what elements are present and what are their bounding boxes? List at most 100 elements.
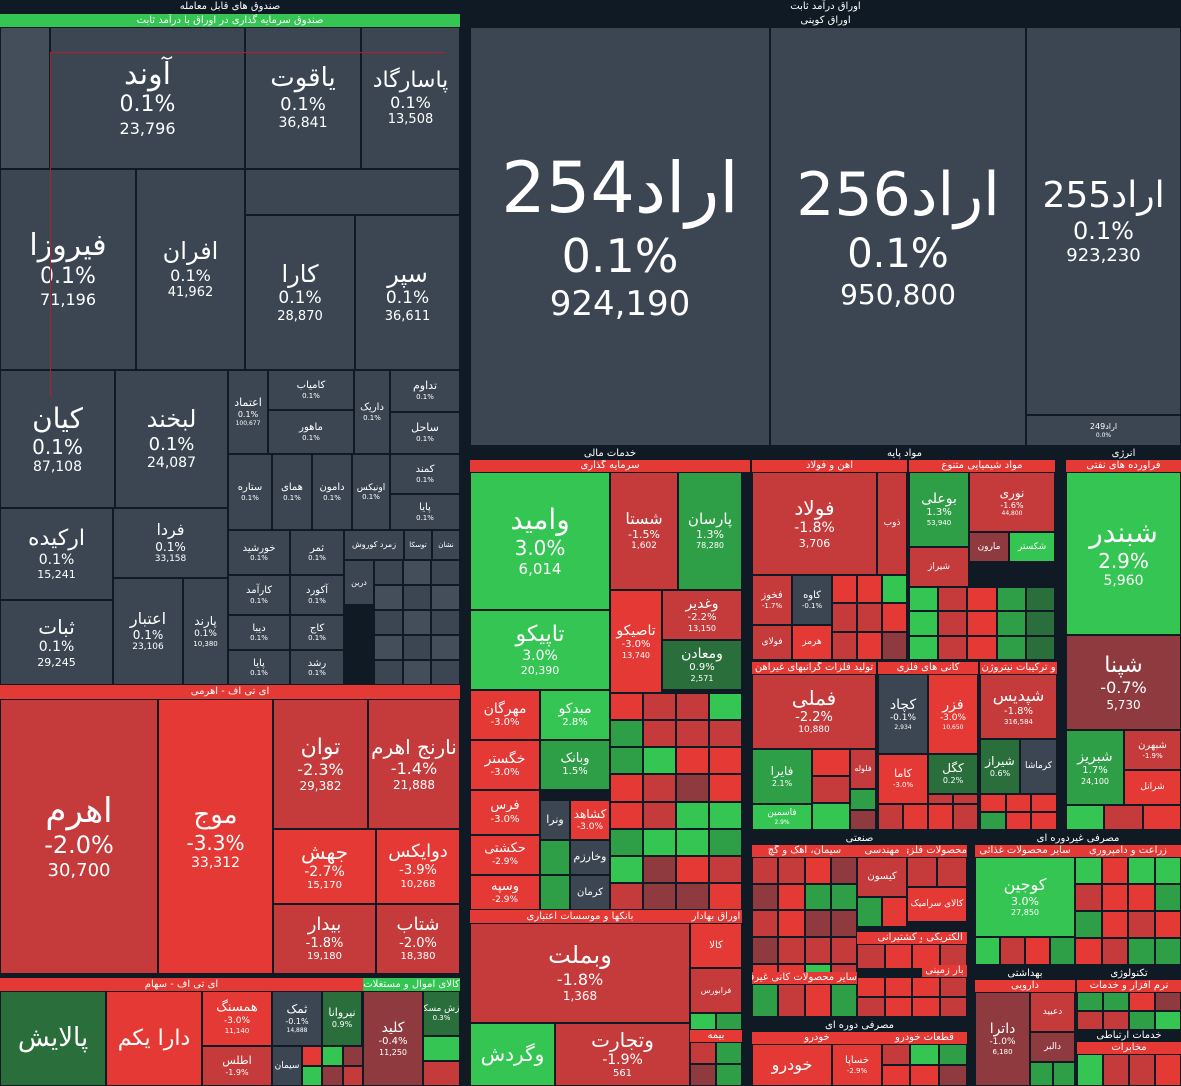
small-stock-tile[interactable] <box>884 977 912 997</box>
small-stock-tile[interactable] <box>643 693 676 721</box>
small-stock-tile[interactable] <box>676 693 709 721</box>
small-stock-tile[interactable] <box>690 1064 716 1086</box>
stock-tile[interactable]: جهش -2.7% 15,170 <box>273 829 376 904</box>
small-stock-tile[interactable] <box>778 937 805 964</box>
small-stock-tile[interactable] <box>1142 805 1181 830</box>
small-stock-tile[interactable] <box>374 660 403 685</box>
small-stock-tile[interactable] <box>374 585 403 610</box>
stock-tile[interactable]: خگستر -3.0% <box>470 740 540 790</box>
small-stock-tile[interactable] <box>676 747 709 775</box>
stock-tile[interactable]: سپر 0.1% 36,611 <box>355 215 460 370</box>
small-stock-tile[interactable] <box>1025 635 1055 660</box>
stock-tile[interactable]: ونرا <box>540 800 570 840</box>
small-stock-tile[interactable] <box>1128 911 1155 938</box>
small-stock-tile[interactable] <box>857 997 885 1017</box>
stock-tile[interactable]: فزر -3.0% 10,650 <box>928 674 978 754</box>
small-stock-tile[interactable] <box>812 749 850 776</box>
small-stock-tile[interactable] <box>778 857 805 884</box>
stock-tile[interactable]: اطلس -1.9% <box>202 1046 272 1086</box>
small-stock-tile[interactable] <box>1025 611 1055 636</box>
small-stock-tile[interactable] <box>912 944 940 969</box>
stock-tile[interactable]: وگردش <box>470 1023 555 1086</box>
stock-tile[interactable]: اونیکس 0.1% <box>352 454 390 530</box>
stock-tile[interactable]: شپنا -0.7% 5,730 <box>1066 635 1181 730</box>
small-stock-tile[interactable] <box>996 611 1026 636</box>
small-stock-tile[interactable] <box>1101 857 1128 884</box>
stock-tile[interactable]: دیبا 0.1% <box>228 615 290 650</box>
stock-tile[interactable]: وخارزم <box>570 840 610 875</box>
stock-tile[interactable]: نارنج اهرم -1.4% 21,888 <box>368 699 460 829</box>
small-stock-tile[interactable] <box>832 603 857 632</box>
small-stock-tile[interactable] <box>1077 1054 1103 1086</box>
stock-tile[interactable]: کیسون <box>857 857 907 897</box>
stock-tile[interactable]: فرابورس <box>690 968 742 1013</box>
stock-tile[interactable]: کچاد -0.1% 2,934 <box>878 674 928 754</box>
stock-tile[interactable]: کالا <box>690 923 742 968</box>
small-stock-tile[interactable] <box>1005 794 1032 812</box>
small-stock-tile[interactable] <box>1075 884 1102 911</box>
small-stock-tile[interactable] <box>1031 812 1057 830</box>
small-stock-tile[interactable] <box>676 882 709 910</box>
stock-tile[interactable]: اهرم -2.0% 30,700 <box>0 699 158 974</box>
small-stock-tile[interactable] <box>342 1066 363 1086</box>
small-stock-tile[interactable] <box>1155 992 1181 1011</box>
stock-tile[interactable]: شبندر 2.9% 5,960 <box>1066 472 1181 635</box>
small-stock-tile[interactable] <box>676 774 709 802</box>
small-stock-tile[interactable] <box>1128 938 1155 965</box>
small-stock-tile[interactable] <box>937 857 967 887</box>
small-stock-tile[interactable] <box>690 1042 716 1064</box>
small-stock-tile[interactable] <box>540 840 570 875</box>
small-stock-tile[interactable] <box>431 560 460 585</box>
small-stock-tile[interactable] <box>1031 794 1057 812</box>
small-stock-tile[interactable] <box>857 631 882 660</box>
small-stock-tile[interactable] <box>804 857 831 884</box>
stock-tile[interactable]: ثبات 0.1% 29,245 <box>0 600 113 685</box>
stock-tile[interactable]: فلوله <box>850 749 876 789</box>
small-stock-tile[interactable] <box>716 1013 742 1030</box>
small-stock-tile[interactable] <box>1075 938 1102 965</box>
small-stock-tile[interactable] <box>980 812 1006 830</box>
small-stock-tile[interactable] <box>980 794 1006 812</box>
small-stock-tile[interactable] <box>1050 937 1075 965</box>
small-stock-tile[interactable] <box>1103 1011 1129 1030</box>
small-stock-tile[interactable] <box>830 984 857 1017</box>
small-stock-tile[interactable] <box>1077 992 1103 1011</box>
small-stock-tile[interactable] <box>882 603 907 632</box>
stock-tile[interactable]: پایا 0.1% <box>228 650 290 685</box>
stock-tile[interactable]: دارا یکم <box>106 991 202 1086</box>
small-stock-tile[interactable] <box>967 635 997 660</box>
small-stock-tile[interactable] <box>610 828 643 856</box>
small-stock-tile[interactable] <box>967 611 997 636</box>
small-stock-tile[interactable] <box>967 587 997 612</box>
stock-tile[interactable]: هرمز <box>792 625 832 660</box>
small-stock-tile[interactable] <box>752 910 779 937</box>
stock-tile[interactable]: کامیاب 0.1% <box>268 370 354 410</box>
small-stock-tile[interactable] <box>1154 911 1181 938</box>
stock-tile[interactable]: اراد255 0.1% 923,230 <box>1026 27 1181 415</box>
stock-tile[interactable]: ساحل 0.1% <box>390 412 460 454</box>
stock-tile[interactable]: مبدکو 2.8% <box>540 690 610 740</box>
small-stock-tile[interactable] <box>676 801 709 829</box>
small-stock-tile[interactable] <box>882 897 907 927</box>
small-stock-tile[interactable] <box>1154 857 1181 884</box>
small-stock-tile[interactable] <box>830 883 857 911</box>
small-stock-tile[interactable] <box>676 855 709 883</box>
stock-tile[interactable]: کالای سرامیک <box>907 887 967 922</box>
stock-tile[interactable]: داریک 0.1% <box>354 370 390 454</box>
stock-tile[interactable]: پایا 0.1% <box>390 494 460 530</box>
stock-tile[interactable]: شیراز 0.6% <box>980 739 1020 794</box>
small-stock-tile[interactable] <box>996 587 1026 612</box>
small-stock-tile[interactable] <box>1101 911 1128 938</box>
small-stock-tile[interactable] <box>1128 857 1155 884</box>
stock-tile[interactable]: اراد256 0.1% 950,800 <box>770 27 1026 446</box>
small-stock-tile[interactable] <box>912 997 940 1017</box>
small-stock-tile[interactable] <box>830 937 857 964</box>
stock-tile[interactable]: پاسارگاد 0.1% 13,508 <box>361 27 460 169</box>
stock-tile[interactable]: خساپا -2.9% <box>832 1044 882 1086</box>
small-stock-tile[interactable] <box>857 897 882 927</box>
stock-tile[interactable]: کارآمد 0.1% <box>228 575 290 615</box>
stock-tile[interactable]: آوند 0.1% 23,796 <box>50 27 245 169</box>
small-stock-tile[interactable] <box>910 1065 939 1086</box>
small-stock-tile[interactable] <box>884 944 912 969</box>
small-stock-tile[interactable] <box>431 610 460 635</box>
